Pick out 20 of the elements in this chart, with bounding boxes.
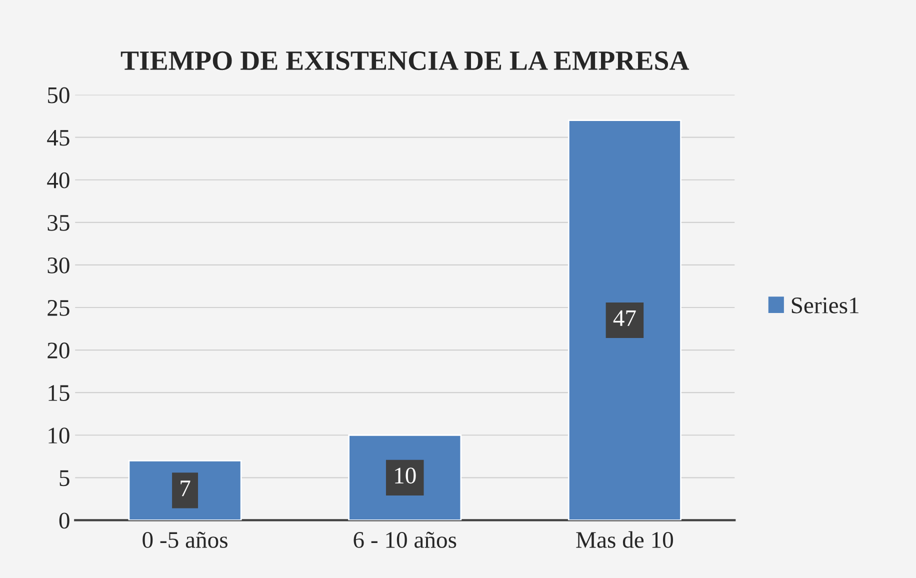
y-tick-label: 35 <box>48 214 70 231</box>
y-tick-label: 45 <box>47 130 70 146</box>
y-tick-label: 25 <box>48 300 70 316</box>
y-tick-label: 20 <box>48 342 70 358</box>
x-tick-label: Mas de 10 <box>576 531 673 548</box>
data-label: 47 <box>613 310 636 326</box>
x-tick-label: 0 -5 años <box>142 532 228 548</box>
legend-label: Series1 <box>792 298 858 314</box>
y-tick-label: 40 <box>47 172 70 188</box>
y-tick-label: 30 <box>48 257 70 274</box>
data-label: 10 <box>395 468 416 484</box>
chart-title: TIEMPO DE EXISTENCIA DE LA EMPRESA <box>120 51 690 70</box>
data-label: 7 <box>180 480 190 496</box>
x-tick-label: 6 - 10 años <box>354 532 456 548</box>
bar <box>568 120 682 520</box>
y-tick-label: 10 <box>48 428 70 444</box>
y-tick-label: 50 <box>48 87 70 104</box>
y-tick-label: 15 <box>48 385 70 401</box>
y-tick-label: 0 <box>59 512 70 529</box>
y-tick-label: 5 <box>60 470 70 486</box>
